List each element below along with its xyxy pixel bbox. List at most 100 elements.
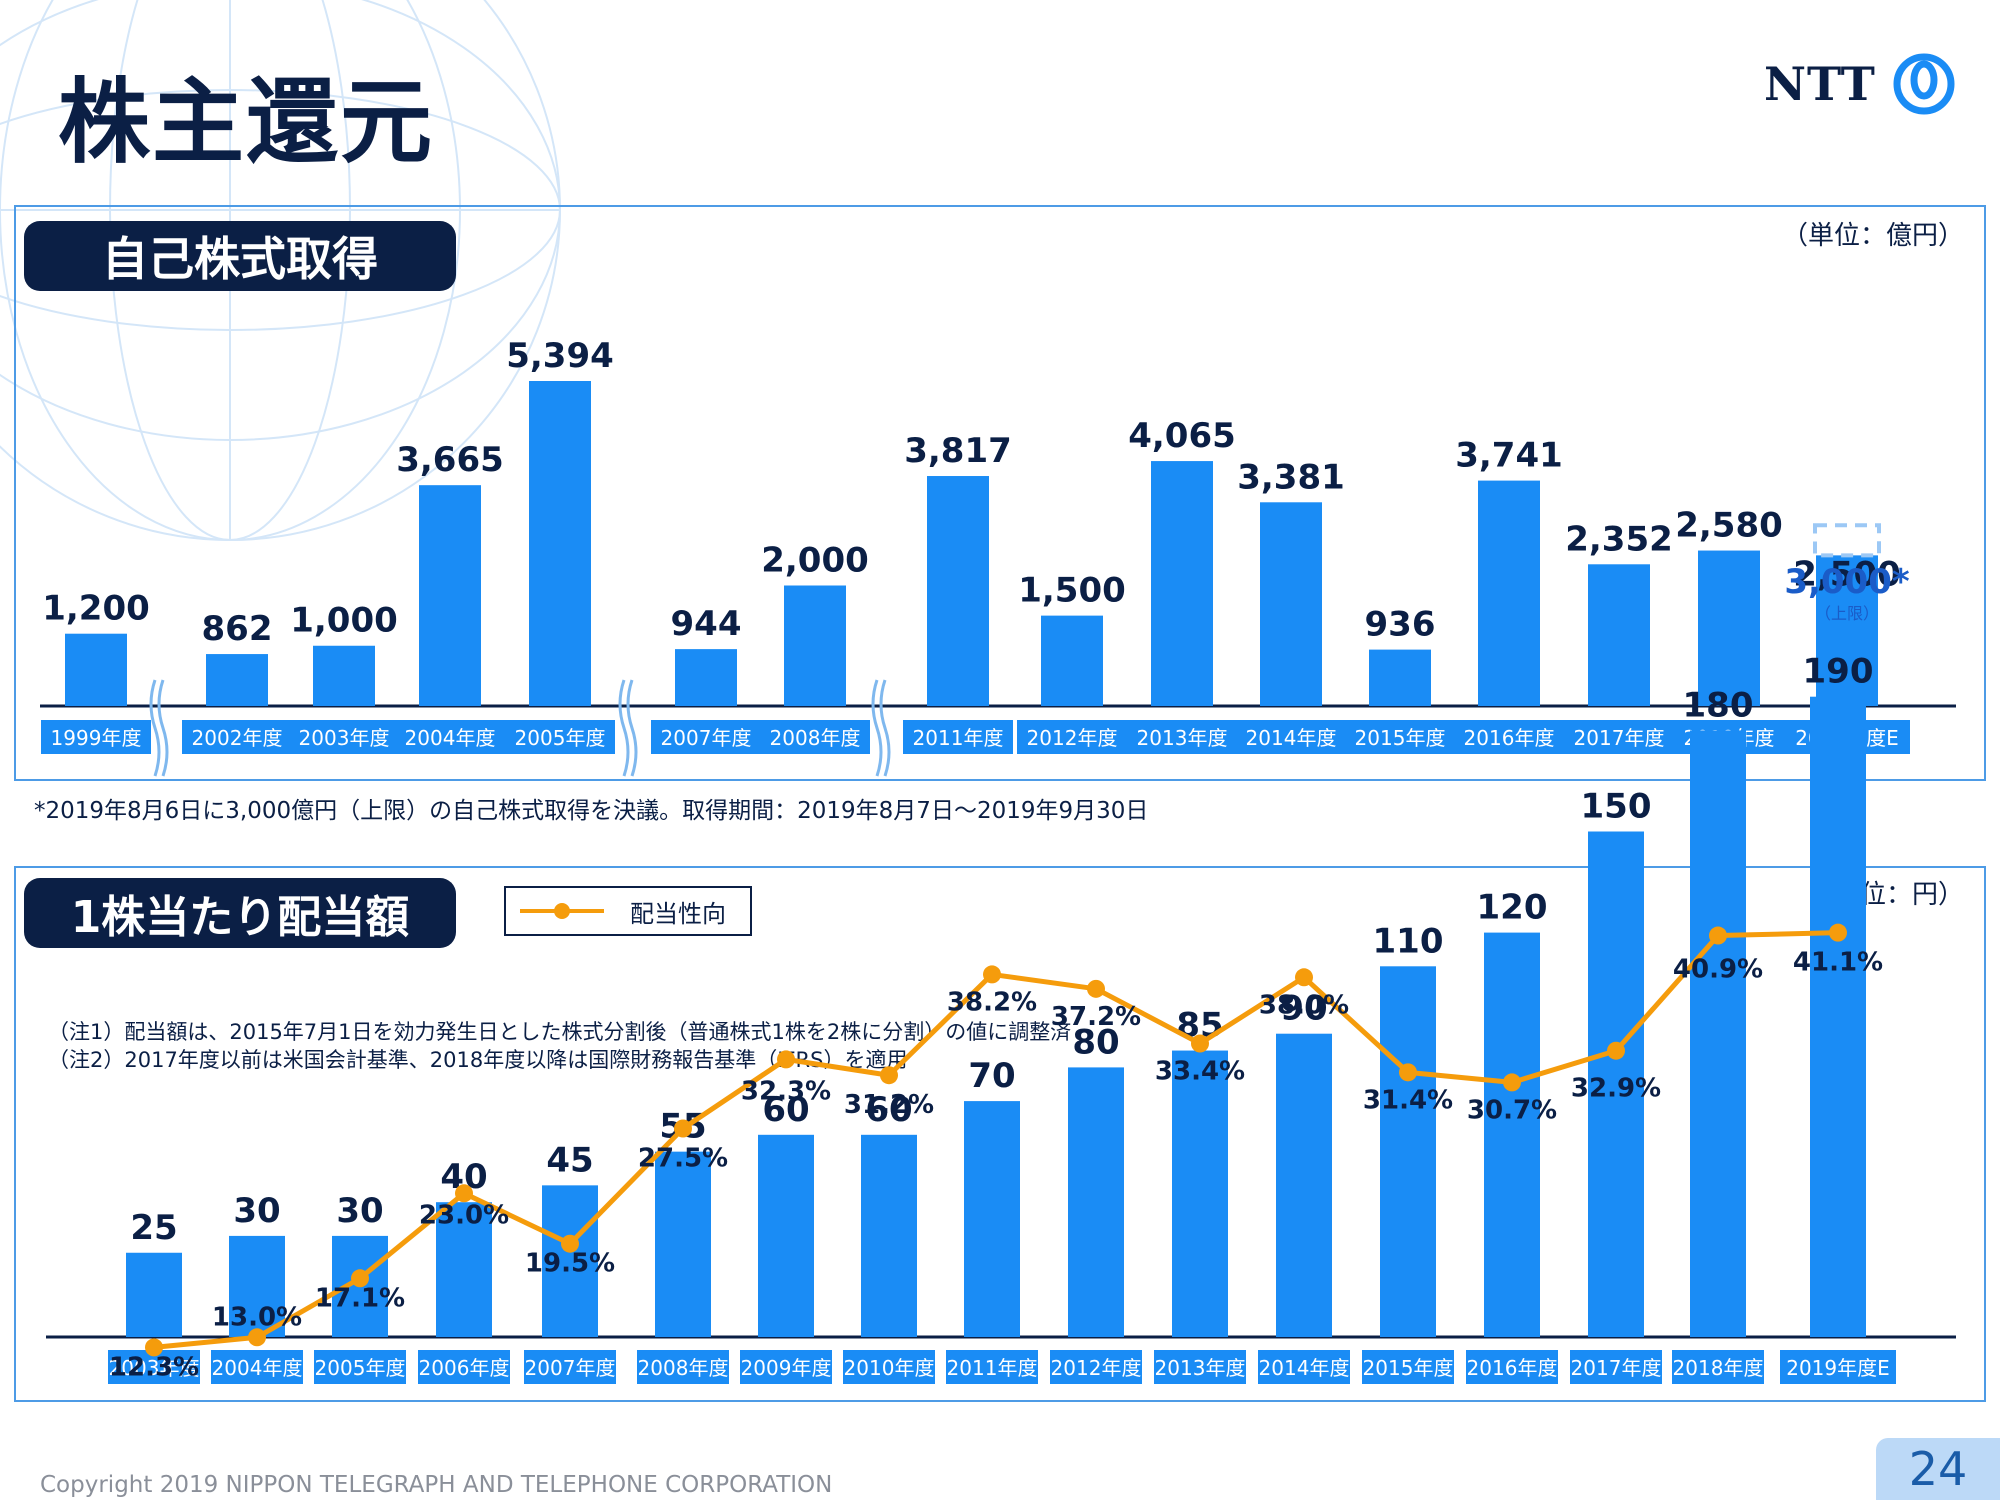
dividend-category-label: 2005年度: [315, 1356, 406, 1380]
buyback-category-label: 2016年度: [1464, 726, 1555, 750]
buyback-category-label: 2013年度: [1137, 726, 1228, 750]
payout-ratio-label: 17.1%: [315, 1283, 405, 1313]
payout-ratio-label: 33.4%: [1155, 1057, 1245, 1087]
dividend-category-label: 2004年度: [212, 1356, 303, 1380]
legend-line-marker: [520, 903, 604, 919]
dividend-category-box: [1154, 1350, 1246, 1384]
buyback-forecast-upper-box: [1813, 523, 1881, 558]
buyback-value-label: 3,741: [1455, 436, 1563, 476]
dividend-category-box: [524, 1350, 616, 1384]
dividend-category-label: 2009年度: [741, 1356, 832, 1380]
buyback-value-label: 1,000: [290, 601, 398, 641]
buyback-value-label: 4,065: [1128, 416, 1236, 456]
payout-ratio-point: [1295, 968, 1313, 987]
dividend-bar-2013年度: [1172, 1050, 1228, 1337]
ntt-logo: NTT: [1764, 52, 1956, 116]
buyback-value-label: 3,381: [1237, 457, 1345, 497]
buyback-forecast-upper-sublabel: （上限）: [1815, 604, 1879, 623]
dividend-bar-2003年度: [126, 1252, 182, 1337]
buyback-category-label: 2008年度: [770, 726, 861, 750]
page-title: 株主還元: [58, 69, 435, 176]
buyback-category-box: [1454, 720, 1564, 754]
dividend-category-label: 2016年度: [1467, 1356, 1558, 1380]
payout-ratio-point: [1709, 926, 1727, 945]
buyback-category-box: [651, 720, 761, 754]
payout-ratio-label: 38.0%: [1259, 990, 1349, 1020]
dividend-category-label: 2017年度: [1571, 1356, 1662, 1380]
dividend-category-box: [211, 1350, 303, 1384]
buyback-category-box: [1017, 720, 1127, 754]
payout-ratio-point: [777, 1050, 795, 1069]
dividend-category-label: 2007年度: [525, 1356, 616, 1380]
buyback-panel: [14, 205, 1986, 781]
dividend-bar-2014年度: [1276, 1033, 1332, 1337]
dividend-bar-2009年度: [758, 1134, 814, 1337]
payout-ratio-label: 31.4%: [1363, 1085, 1453, 1115]
dividend-bar-2004年度: [229, 1235, 285, 1337]
buyback-bar-2012年度: [1041, 615, 1103, 706]
dividend-category-box: [1050, 1350, 1142, 1384]
buyback-category-box: [182, 720, 292, 754]
buyback-category-label: 2007年度: [661, 726, 752, 750]
payout-ratio-point: [455, 1184, 473, 1203]
copyright: Copyright 2019 NIPPON TELEGRAPH AND TELE…: [40, 1472, 833, 1498]
dividend-category-label: 2018年度: [1673, 1356, 1764, 1380]
dividend-bar-2017年度: [1588, 831, 1644, 1337]
dividend-panel: [14, 866, 1986, 1402]
buyback-bar-2004年度: [419, 485, 481, 706]
chart-legend: 配当性向: [504, 886, 752, 936]
buyback-category-box: [41, 720, 151, 754]
buyback-forecast-upper-label: 3,000*: [1784, 562, 1910, 602]
dividend-value-label: 120: [1477, 888, 1548, 928]
buyback-section-title: 自己株式取得: [24, 221, 456, 291]
payout-ratio-label: 23.0%: [419, 1200, 509, 1230]
buyback-category-label: 2015年度: [1355, 726, 1446, 750]
dividend-value-label: 30: [233, 1191, 280, 1231]
payout-ratio-point: [880, 1066, 898, 1085]
payout-ratio-label: 27.5%: [638, 1144, 728, 1174]
dividend-category-box: [1672, 1350, 1764, 1384]
legend-label: 配当性向: [630, 899, 726, 928]
buyback-value-label: 1,200: [42, 589, 150, 629]
buyback-category-box: [1345, 720, 1455, 754]
dividend-section-title: 1株当たり配当額: [24, 878, 456, 948]
buyback-category-box: [1127, 720, 1237, 754]
buyback-category-box: [760, 720, 870, 754]
payout-ratio-label: 41.1%: [1793, 948, 1883, 978]
buyback-bar-2014年度: [1260, 502, 1322, 706]
payout-ratio-label: 31.2%: [844, 1090, 934, 1120]
dividend-category-box: [314, 1350, 406, 1384]
dividend-bar-2008年度: [655, 1151, 711, 1337]
buyback-bar-2015年度: [1369, 649, 1431, 706]
dividend-bar-2010年度: [861, 1134, 917, 1337]
dividend-category-label: 2010年度: [844, 1356, 935, 1380]
dividend-category-label: 2015年度: [1363, 1356, 1454, 1380]
buyback-footnote: *2019年8月6日に3,000億円（上限）の自己株式取得を決議。取得期間：20…: [34, 798, 1149, 824]
payout-ratio-label: 32.3%: [741, 1076, 831, 1106]
buyback-bar-2017年度: [1588, 564, 1650, 706]
dividend-bar-2012年度: [1068, 1067, 1124, 1337]
dividend-value-label: 150: [1581, 787, 1652, 827]
buyback-category-box: [1564, 720, 1674, 754]
axis-break-mark: [618, 679, 630, 777]
buyback-bar-2003年度: [313, 645, 375, 706]
buyback-bar-2019年度E: [1816, 555, 1878, 706]
payout-ratio-point: [1607, 1041, 1625, 1060]
dividend-category-label: 2019年度E: [1786, 1356, 1890, 1380]
dividend-category-box: [740, 1350, 832, 1384]
buyback-bar-2005年度: [529, 381, 591, 706]
dividend-bar-2015年度: [1380, 966, 1436, 1337]
payout-ratio-point: [561, 1234, 579, 1253]
buyback-category-box: [289, 720, 399, 754]
payout-ratio-point: [1087, 979, 1105, 998]
axis-break-mark: [149, 679, 161, 777]
dividend-bar-2016年度: [1484, 932, 1540, 1337]
payout-ratio-point: [983, 965, 1001, 984]
dividend-value-label: 70: [968, 1056, 1015, 1096]
dividend-category-box: [418, 1350, 510, 1384]
buyback-category-box: [505, 720, 615, 754]
dividend-value-label: 90: [1280, 989, 1327, 1029]
buyback-category-label: 2002年度: [192, 726, 283, 750]
dividend-category-label: 2013年度: [1155, 1356, 1246, 1380]
payout-ratio-label: 38.2%: [947, 987, 1037, 1017]
